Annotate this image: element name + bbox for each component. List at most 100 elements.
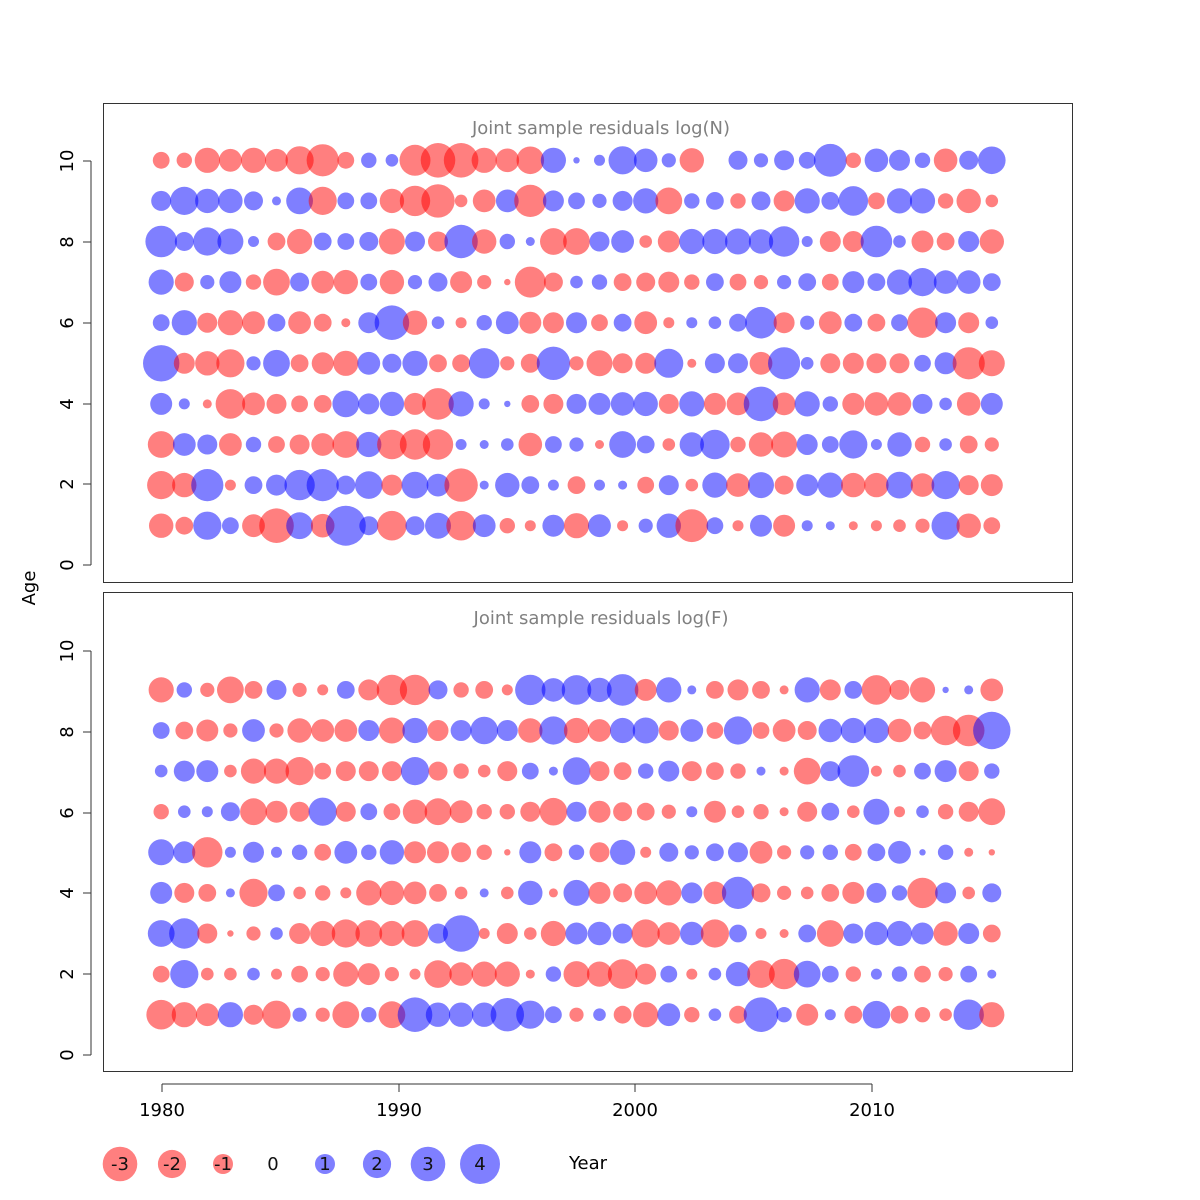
residual-bubble <box>777 845 792 860</box>
residual-bubble <box>680 719 704 742</box>
residual-bubble <box>889 353 910 374</box>
residual-bubble <box>315 967 330 982</box>
residual-bubble <box>268 436 285 453</box>
residual-bubble <box>635 352 657 374</box>
residual-bubble <box>504 400 511 408</box>
residual-bubble <box>700 919 730 948</box>
x-tick-label: 2010 <box>849 1100 895 1121</box>
residual-bubble <box>521 762 539 780</box>
residual-bubble <box>242 514 265 538</box>
residual-bubble <box>490 998 524 1032</box>
panel-log-n: Joint sample residuals log(N) 0 2 4 6 8 … <box>57 103 1073 583</box>
residual-bubble <box>265 800 288 823</box>
residual-bubble <box>290 272 310 292</box>
residual-bubble <box>150 392 173 415</box>
residual-bubble <box>633 148 658 173</box>
residual-bubble <box>146 999 176 1030</box>
residual-bubble <box>939 1008 952 1021</box>
residual-bubble <box>477 275 492 290</box>
residual-bubble <box>195 351 220 376</box>
residual-bubble <box>864 148 889 173</box>
residual-bubble <box>748 229 774 254</box>
residual-bubble <box>289 801 310 822</box>
residual-bubble <box>399 429 431 460</box>
residual-bubble <box>916 805 929 818</box>
residual-bubble <box>887 392 912 416</box>
residual-bubble <box>524 520 536 532</box>
residual-bubble <box>563 228 590 255</box>
residual-bubble <box>591 274 608 290</box>
residual-bubble <box>635 963 657 985</box>
residual-bubble <box>800 845 815 860</box>
residual-bubble <box>777 275 792 290</box>
residual-bubble <box>613 883 633 903</box>
y-tick-label: 8 <box>57 726 78 737</box>
residual-bubble <box>700 429 730 460</box>
residual-bubble <box>594 154 605 166</box>
y-tick-label: 2 <box>57 968 78 979</box>
residual-bubble <box>496 720 518 741</box>
residual-bubble <box>219 148 242 172</box>
residual-bubble <box>448 391 474 417</box>
residual-bubble <box>501 684 513 696</box>
residual-bubble <box>773 312 795 334</box>
residual-bubble <box>907 307 938 338</box>
residual-bubble <box>428 761 448 781</box>
residual-bubble <box>471 147 497 173</box>
residual-bubble <box>403 881 427 905</box>
residual-bubble <box>475 681 494 699</box>
residual-bubble <box>633 391 658 417</box>
residual-bubble <box>985 194 999 208</box>
residual-bubble <box>243 841 264 863</box>
residual-bubble <box>152 722 170 739</box>
residual-bubble <box>340 887 352 899</box>
residual-bubble <box>751 883 771 903</box>
residual-bubble <box>379 391 405 417</box>
residual-bubble <box>292 682 307 698</box>
residual-bubble <box>618 480 628 490</box>
residual-bubble <box>820 761 841 782</box>
residual-bubble <box>193 227 222 256</box>
residual-bubble <box>496 923 518 944</box>
residual-bubble <box>931 471 960 500</box>
y-tick-label: 10 <box>57 150 78 173</box>
residual-bubble <box>454 886 468 900</box>
residual-bubble <box>401 471 429 499</box>
residual-bubble <box>773 514 796 537</box>
residual-bubble <box>377 429 407 460</box>
residual-bubble <box>723 716 753 745</box>
residual-bubble <box>706 273 724 291</box>
residual-bubble <box>825 521 835 531</box>
residual-bubble <box>613 313 632 332</box>
residual-bubble <box>242 392 265 416</box>
residual-bubble <box>194 147 220 173</box>
residual-bubble <box>748 432 774 457</box>
residual-bubble <box>497 761 518 782</box>
residual-bubble <box>332 390 360 418</box>
residual-bubble <box>747 960 775 988</box>
residual-bubble <box>563 879 590 906</box>
residual-bubble <box>752 681 770 699</box>
legend-bubble <box>157 1149 187 1179</box>
residual-bubble <box>729 273 747 291</box>
residual-bubble <box>889 149 910 171</box>
residual-bubble <box>421 184 455 218</box>
residual-bubble <box>755 928 767 939</box>
residual-bubble <box>336 475 356 495</box>
residual-bubble <box>890 1005 909 1024</box>
residual-bubble <box>706 517 724 535</box>
residual-bubble <box>536 346 571 380</box>
residual-bubble <box>542 312 564 334</box>
residual-bubble <box>285 757 314 786</box>
residual-bubble <box>659 842 679 862</box>
residual-bubble <box>732 520 744 532</box>
residual-bubble <box>286 187 313 215</box>
residual-bubble <box>356 431 382 458</box>
residual-bubble <box>730 436 746 453</box>
residual-bubble <box>914 354 931 372</box>
residual-bubble <box>937 844 954 860</box>
residual-bubble <box>708 967 722 981</box>
residual-bubble <box>842 231 864 252</box>
residual-bubble <box>817 472 843 498</box>
